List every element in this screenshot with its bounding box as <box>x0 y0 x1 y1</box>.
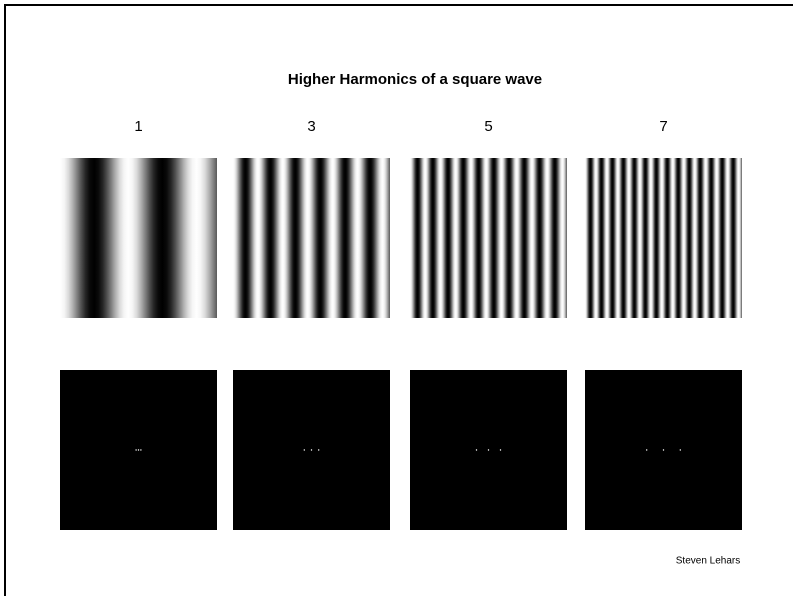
grating <box>585 158 742 318</box>
grating <box>233 158 390 318</box>
spectrum-dot <box>135 449 136 450</box>
spectrum-dot <box>646 449 647 450</box>
grating <box>410 158 567 318</box>
grating <box>60 158 217 318</box>
spectrum-dot <box>476 449 477 450</box>
harmonic-label: 3 <box>307 118 315 135</box>
slide-title: Higher Harmonics of a square wave <box>288 71 542 88</box>
harmonic-label: 1 <box>134 118 142 135</box>
harmonic-label: 5 <box>484 118 492 135</box>
page: Higher Harmonics of a square wave Steven… <box>0 0 793 596</box>
spectrum-dot <box>311 449 312 450</box>
spectrum-dot <box>318 449 319 450</box>
author: Steven Lehars <box>676 556 741 567</box>
spectrum-dot <box>140 449 141 450</box>
harmonic-label: 7 <box>659 118 667 135</box>
spectrum-dot <box>663 449 664 450</box>
spectrum-dot <box>680 449 681 450</box>
spectrum-dot <box>138 449 139 450</box>
spectrum-dot <box>304 449 305 450</box>
spectrum-dot <box>488 449 489 450</box>
slide: Higher Harmonics of a square wave Steven… <box>0 0 793 596</box>
spectrum-dot <box>500 449 501 450</box>
